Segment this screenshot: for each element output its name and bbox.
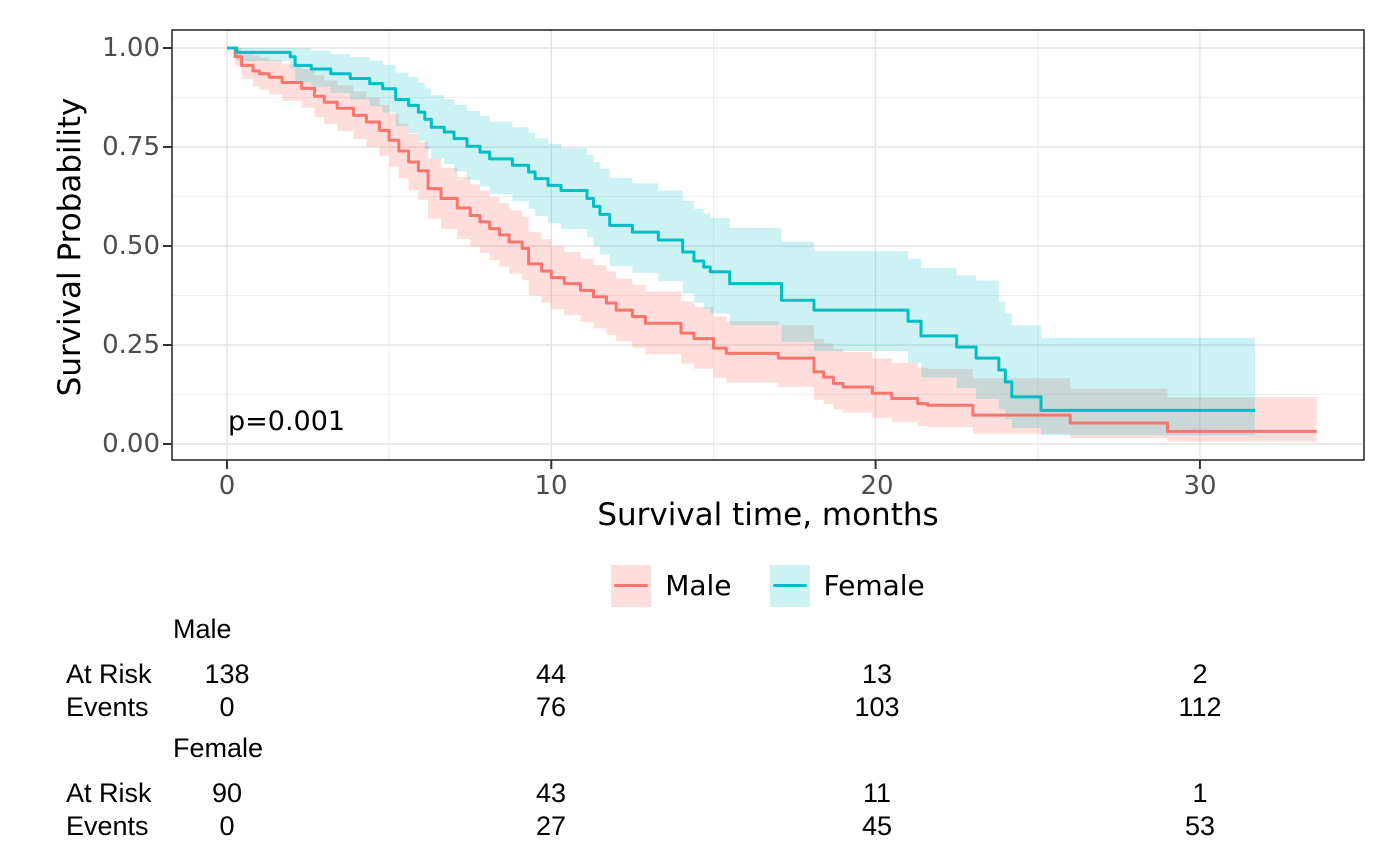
- y-tick-label-0.00: 0.00: [102, 429, 160, 459]
- x-tick-label-10: 10: [534, 471, 568, 501]
- female-events-t30: 53: [1184, 811, 1216, 841]
- male-at-risk-t10: 44: [535, 659, 567, 689]
- x-tick-label-20: 20: [860, 471, 894, 501]
- y-tick-label-1.00: 1.00: [102, 33, 160, 63]
- female-at-risk-t10: 43: [535, 778, 567, 808]
- male-at-risk-t0: 138: [204, 659, 250, 689]
- female-at-risk-t30: 1: [1192, 778, 1208, 808]
- risk-table-row-label-events-male: Events: [66, 692, 149, 722]
- risk-table-row-label-at-risk-male: At Risk: [66, 659, 152, 689]
- female-survival-curve: [227, 46, 1256, 412]
- male-events-t30: 112: [1178, 692, 1222, 722]
- legend-item-female: Female: [769, 565, 925, 607]
- p-value-label: p=0.001: [228, 406, 346, 437]
- male-events-t20: 103: [854, 692, 900, 722]
- male-key-line: [614, 584, 649, 587]
- male-confidence-band: [227, 48, 1317, 442]
- x-tick-label-30: 30: [1183, 471, 1217, 501]
- male-events-t0: 0: [219, 692, 235, 722]
- risk-table-group-female: Female: [173, 733, 264, 763]
- risk-table-row-label-events-female: Events: [66, 811, 149, 841]
- legend-label-male: Male: [665, 569, 732, 602]
- female-confidence-band: [227, 48, 1256, 436]
- female-at-risk-t0: 90: [211, 778, 243, 808]
- female-key-line: [772, 584, 807, 587]
- y-tick-label-0.50: 0.50: [102, 231, 160, 261]
- male-events-t10: 76: [535, 692, 567, 722]
- female-events-t0: 0: [219, 811, 235, 841]
- legend: Male Female: [172, 565, 1364, 607]
- male-at-risk-t30: 2: [1192, 659, 1208, 689]
- y-axis-title: Survival Probability: [52, 97, 88, 397]
- risk-table-row-label-at-risk-female: At Risk: [66, 778, 152, 808]
- female-at-risk-t20: 11: [862, 778, 892, 808]
- female-events-t20: 45: [861, 811, 893, 841]
- x-axis-title: Survival time, months: [597, 497, 939, 533]
- legend-item-male: Male: [611, 565, 732, 607]
- female-events-t10: 27: [535, 811, 567, 841]
- male-at-risk-t20: 13: [861, 659, 893, 689]
- female-key-swatch: [769, 565, 810, 607]
- y-tick-label-0.75: 0.75: [102, 132, 160, 162]
- male-survival-curve: [227, 46, 1317, 433]
- x-tick-label-0: 0: [218, 471, 236, 501]
- male-key-swatch: [611, 565, 652, 607]
- y-tick-label-0.25: 0.25: [102, 330, 160, 360]
- legend-label-female: Female: [823, 569, 925, 602]
- risk-table-group-male: Male: [173, 614, 232, 644]
- survival-plot-canvas: [163, 29, 1365, 469]
